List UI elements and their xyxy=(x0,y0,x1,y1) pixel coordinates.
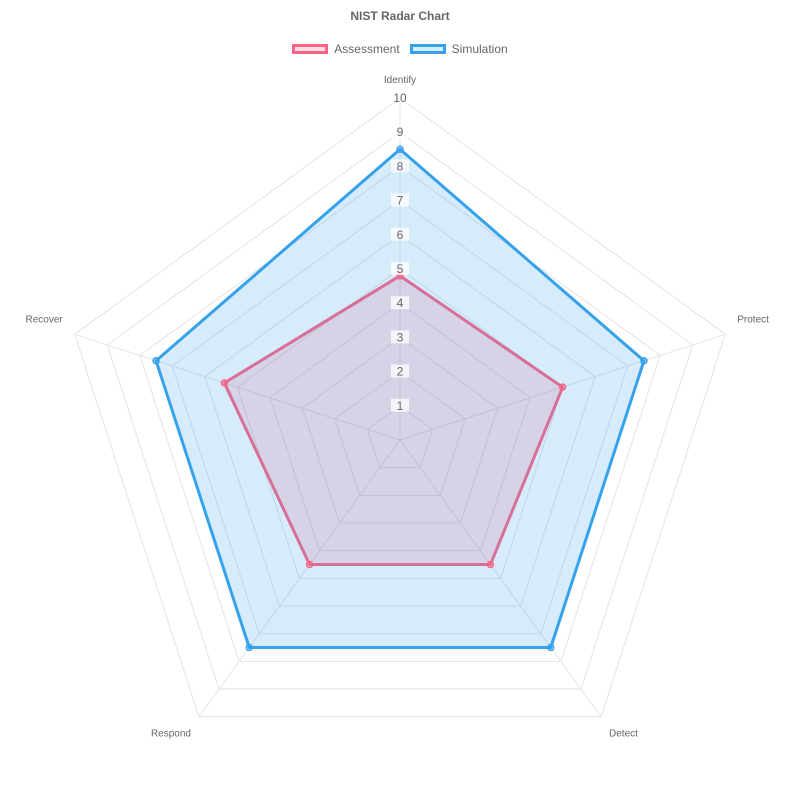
axis-label-respond: Respond xyxy=(151,729,191,740)
tick-label-9: 9 xyxy=(397,125,404,139)
series-1-point-1 xyxy=(640,356,648,365)
tick-label-3: 3 xyxy=(397,330,404,344)
tick-label-bg-6 xyxy=(391,227,409,241)
grid-ring-7 xyxy=(171,199,629,635)
tick-label-6: 6 xyxy=(397,228,404,242)
series-0-point-1 xyxy=(558,383,567,391)
legend-item-simulation[interactable]: Simulation xyxy=(409,42,508,56)
tick-label-bg-7 xyxy=(391,193,409,207)
tick-label-1: 1 xyxy=(397,399,404,413)
series-area-0 xyxy=(222,274,565,567)
tick-label-8: 8 xyxy=(397,159,404,173)
series-0-point-3 xyxy=(305,560,314,569)
tick-label-bg-8 xyxy=(391,159,409,173)
grid-ring-8 xyxy=(139,165,661,662)
chart-title: NIST Radar Chart xyxy=(350,9,450,23)
tick-label-7: 7 xyxy=(397,194,404,208)
series-1-point-0 xyxy=(396,145,404,154)
grid-ring-6 xyxy=(204,234,596,607)
tick-label-bg-9 xyxy=(391,125,409,139)
axis-label-detect: Detect xyxy=(609,729,638,740)
spoke-3 xyxy=(198,439,401,717)
legend-swatch-assessment xyxy=(292,44,329,54)
legend-label-assessment: Assessment xyxy=(334,42,400,56)
grid-ring-1 xyxy=(366,405,434,469)
tick-label-bg-10 xyxy=(391,91,409,104)
legend: Assessment Simulation xyxy=(0,42,800,56)
tick-label-4: 4 xyxy=(397,296,404,310)
axis-label-protect: Protect xyxy=(737,314,769,325)
spoke-4 xyxy=(74,333,401,441)
grid-ring-2 xyxy=(334,370,466,496)
legend-label-simulation: Simulation xyxy=(451,42,508,56)
grid-ring-4 xyxy=(269,302,531,552)
series-0-point-4 xyxy=(220,379,229,387)
axis-label-identify: Identify xyxy=(384,75,416,86)
grid-ring-9 xyxy=(106,131,694,690)
tick-label-5: 5 xyxy=(397,262,404,276)
series-1-point-4 xyxy=(152,356,160,365)
series-area-1 xyxy=(154,147,646,650)
tick-label-bg-5 xyxy=(391,262,409,275)
series-1-point-2 xyxy=(547,643,555,652)
tick-label-bg-2 xyxy=(391,364,409,378)
spoke-2 xyxy=(399,439,602,717)
axis-label-recover: Recover xyxy=(25,314,63,325)
tick-label-bg-4 xyxy=(391,296,409,310)
tick-label-bg-3 xyxy=(391,330,409,344)
legend-item-assessment[interactable]: Assessment xyxy=(292,42,400,56)
tick-label-2: 2 xyxy=(397,365,404,379)
series-0-point-2 xyxy=(486,560,495,569)
series-1-point-3 xyxy=(245,643,253,652)
tick-label-10: 10 xyxy=(393,91,407,105)
legend-swatch-simulation xyxy=(409,44,446,54)
tick-label-bg-1 xyxy=(391,398,409,412)
grid-ring-10 xyxy=(74,97,726,718)
grid-ring-3 xyxy=(301,336,499,524)
